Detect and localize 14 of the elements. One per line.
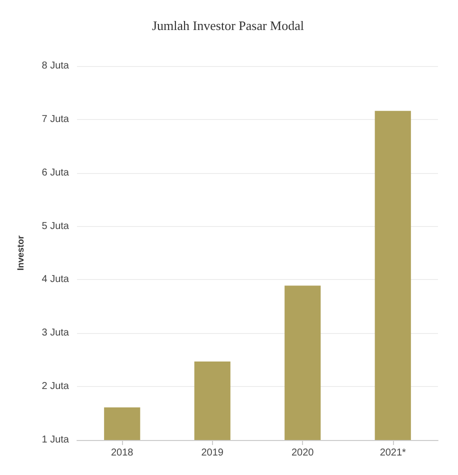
x-tick-label: 2020 [292,448,314,458]
y-tick-label: 7 Juta [42,114,70,125]
y-axis-title: Investor [16,235,26,271]
x-tick-label: 2019 [201,448,224,458]
y-tick-label: 6 Juta [42,167,70,178]
chart-title: Jumlah Investor Pasar Modal [152,18,304,33]
y-tick-label: 1 Juta [42,434,70,446]
x-tick-label: 2021* [380,448,406,458]
y-tick-label: 8 Juta [42,60,70,72]
y-tick-label: 5 Juta [42,220,70,232]
y-tick-label: 4 Juta [42,274,70,286]
y-tick-label: 3 Juta [42,328,70,339]
y-tick-label: 2 Juta [42,381,70,392]
x-tick-label: 2018 [111,448,134,458]
